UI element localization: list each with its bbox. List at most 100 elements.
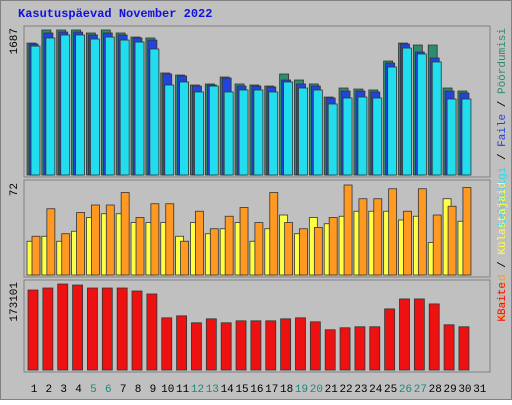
chart-title: Kasutuspäevad November 2022 bbox=[18, 7, 212, 21]
bar bbox=[309, 321, 321, 371]
bar bbox=[239, 207, 249, 276]
legend-entry: Faile bbox=[497, 114, 509, 147]
bar bbox=[384, 308, 396, 371]
bar bbox=[388, 188, 398, 276]
x-tick-label: 10 bbox=[161, 384, 174, 396]
bar bbox=[220, 322, 232, 371]
bar bbox=[30, 45, 41, 176]
x-tick-label: 24 bbox=[369, 384, 383, 396]
legend-entry: Külastajaid bbox=[497, 182, 509, 255]
y-tick-label: 173101 bbox=[9, 282, 21, 322]
bar bbox=[431, 61, 442, 176]
x-tick-label: 28 bbox=[429, 384, 442, 396]
y-tick-label: 72 bbox=[9, 183, 21, 196]
bar bbox=[120, 192, 130, 276]
bar bbox=[342, 97, 353, 176]
bar bbox=[194, 91, 204, 176]
bar bbox=[328, 217, 338, 276]
bar bbox=[358, 198, 368, 276]
bar bbox=[45, 37, 56, 176]
x-tick-label: 3 bbox=[60, 384, 67, 396]
bar bbox=[149, 48, 160, 176]
bar bbox=[399, 298, 410, 371]
bar bbox=[46, 208, 56, 276]
bar bbox=[295, 317, 306, 371]
legend: Lehekülgi / Faile / Pöördumisi bbox=[497, 28, 509, 226]
bar bbox=[135, 217, 145, 276]
bar bbox=[372, 97, 383, 176]
bar bbox=[354, 326, 366, 371]
bar bbox=[284, 222, 294, 276]
bar bbox=[224, 215, 234, 276]
x-tick-label: 15 bbox=[235, 384, 248, 396]
x-tick-label: 11 bbox=[176, 384, 190, 396]
bar bbox=[165, 203, 175, 276]
bar bbox=[87, 287, 98, 371]
x-tick-label: 20 bbox=[310, 384, 323, 396]
x-tick-label: 31 bbox=[473, 384, 487, 396]
bar bbox=[119, 39, 130, 176]
bar bbox=[75, 34, 85, 176]
bar bbox=[131, 290, 143, 371]
bar bbox=[161, 317, 173, 371]
bar bbox=[176, 315, 188, 371]
x-tick-label: 1 bbox=[31, 384, 38, 396]
x-tick-label: 9 bbox=[150, 384, 157, 396]
bar bbox=[413, 298, 425, 371]
bar bbox=[428, 303, 440, 371]
bar bbox=[313, 227, 323, 276]
bar bbox=[104, 36, 115, 176]
bar bbox=[339, 327, 351, 371]
legend-separator: / bbox=[497, 147, 509, 167]
bar bbox=[265, 320, 277, 371]
bar bbox=[268, 91, 279, 176]
bar bbox=[417, 188, 427, 276]
bar bbox=[269, 192, 279, 276]
x-tick-label: 29 bbox=[443, 384, 456, 396]
panel-frame bbox=[23, 179, 491, 278]
bar bbox=[254, 222, 264, 276]
bar bbox=[250, 320, 262, 371]
bar bbox=[299, 228, 308, 276]
bar bbox=[253, 89, 264, 176]
bar bbox=[150, 203, 160, 276]
bar bbox=[191, 322, 202, 371]
x-tick-label: 5 bbox=[90, 384, 97, 396]
bar bbox=[343, 184, 353, 276]
bar bbox=[369, 326, 381, 371]
x-tick-label: 7 bbox=[120, 384, 127, 396]
bar bbox=[208, 85, 219, 176]
bar bbox=[387, 66, 398, 176]
x-tick-label: 16 bbox=[250, 384, 263, 396]
legend-separator: / bbox=[497, 94, 509, 114]
bar bbox=[90, 38, 100, 176]
bar bbox=[205, 318, 217, 371]
bar bbox=[72, 284, 83, 371]
bar bbox=[179, 81, 190, 176]
bar bbox=[209, 228, 219, 276]
bar bbox=[283, 81, 294, 176]
x-tick-label: 25 bbox=[384, 384, 397, 396]
legend-entry: Arvutid bbox=[497, 274, 509, 320]
bar bbox=[238, 89, 249, 176]
x-tick-label: 23 bbox=[354, 384, 367, 396]
bar bbox=[101, 287, 113, 371]
panel-frame bbox=[23, 279, 491, 373]
bar bbox=[42, 287, 54, 371]
legend-entry: Lehekülgi bbox=[497, 166, 509, 226]
x-tick-label: 19 bbox=[295, 384, 308, 396]
x-tick-label: 13 bbox=[206, 384, 219, 396]
legend-entry: KBaite bbox=[497, 282, 509, 322]
bar bbox=[61, 233, 71, 276]
x-tick-label: 18 bbox=[280, 384, 293, 396]
bar bbox=[223, 91, 234, 176]
x-tick-label: 4 bbox=[75, 384, 82, 396]
legend-entry: Pöördumisi bbox=[497, 28, 509, 94]
bar bbox=[76, 212, 85, 276]
y-tick-label: 1687 bbox=[9, 28, 21, 54]
bar bbox=[373, 198, 383, 276]
bar bbox=[458, 326, 470, 371]
bar bbox=[432, 214, 442, 276]
bar bbox=[324, 329, 336, 371]
x-tick-label: 26 bbox=[399, 384, 412, 396]
